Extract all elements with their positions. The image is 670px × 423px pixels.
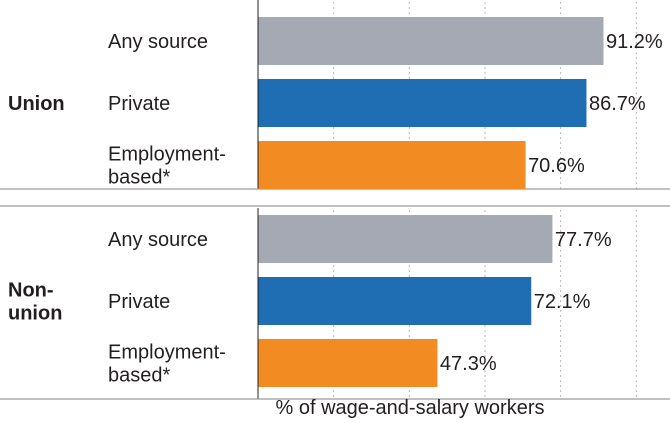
value-label: 47.3% [440,353,497,375]
group-label-line: Union [8,93,65,115]
category-label: Employment-based* [108,342,226,387]
category-label-line: Private [108,93,170,115]
group-label-line: union [8,303,62,325]
bars [258,17,604,387]
value-label: 72.1% [534,291,591,313]
group-label: Union [8,93,65,115]
x-axis-label: % of wage-and-salary workers [276,397,545,419]
group-label: Non-union [8,280,62,325]
category-label: Private [108,291,170,313]
bar [258,17,604,65]
bar [258,79,587,127]
category-label-line: Any source [108,31,208,53]
category-label: Employment-based* [108,144,226,189]
group-label-line: Non- [8,280,54,302]
category-label: Any source [108,31,208,53]
bar [258,215,553,263]
bar [258,141,526,189]
category-label-line: Employment- [108,342,226,364]
category-label: Private [108,93,170,115]
value-label: 86.7% [589,93,646,115]
category-label-line: based* [108,365,170,387]
category-label: Any source [108,229,208,251]
value-label: 70.6% [528,155,585,177]
labels: Union 91.2% Any source 86.7% Private 70.6% Emp… [8,31,663,387]
category-label-line: Any source [108,229,208,251]
bar [258,277,532,325]
category-label-line: based* [108,167,170,189]
category-label-line: Employment- [108,144,226,166]
category-label-line: Private [108,291,170,313]
value-label: 91.2% [606,31,663,53]
bar [258,339,438,387]
value-label: 77.7% [555,229,612,251]
